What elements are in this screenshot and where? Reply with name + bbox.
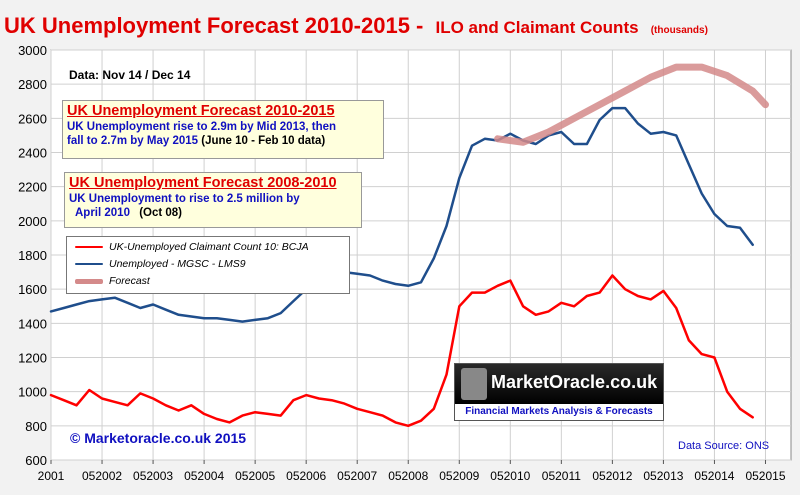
logo-tagline: Financial Markets Analysis & Forecasts — [465, 406, 653, 417]
copyright-text: © Marketoracle.co.uk 2015 — [70, 430, 246, 446]
y-tick-label: 1000 — [18, 385, 47, 400]
series-line-forecast — [494, 63, 769, 146]
y-tick-label: 1400 — [18, 316, 47, 331]
annotation-2015-line2-blue: fall to 2.7m by May 2015 — [67, 135, 199, 147]
legend-swatch-forecast — [75, 278, 103, 284]
y-tick-label: 3000 — [18, 43, 47, 58]
data-source-text: Data Source: ONS — [678, 440, 769, 452]
x-tick-label: 052015 — [745, 469, 785, 483]
legend-swatch-claimant — [75, 246, 103, 248]
y-tick-label: 2000 — [18, 214, 47, 229]
series-line-unemployed-mgsc-lms9 — [49, 106, 754, 323]
x-tick-label: 052005 — [235, 469, 275, 483]
annotation-2015-line1: UK Unemployment rise to 2.9m by Mid 2013… — [67, 121, 337, 133]
legend-item-claimant: UK-Unemployed Claimant Count 10: BCJA — [75, 241, 309, 253]
y-tick-label: 600 — [25, 453, 47, 468]
x-tick-label: 052012 — [592, 469, 632, 483]
annotation-2010-line2: April 2010 (Oct 08) — [69, 206, 357, 220]
annotation-2010-line2-blue: April 2010 — [75, 207, 130, 219]
y-tick-label: 1200 — [18, 351, 47, 366]
annotation-forecast-2010-2015: UK Unemployment Forecast 2010-2015 UK Un… — [62, 100, 384, 159]
x-tick-label: 052011 — [542, 469, 581, 483]
annotation-2010-line2-black: (Oct 08) — [139, 207, 183, 219]
data-note: Data: Nov 14 / Dec 14 — [69, 68, 191, 82]
x-tick-label: 052014 — [694, 469, 734, 483]
x-tick-label: 052006 — [286, 469, 326, 483]
title-main-text: UK Unemployment Forecast 2010-2015 - — [4, 13, 423, 38]
x-tick-label: 052009 — [439, 469, 479, 483]
x-tick-label: 052004 — [184, 469, 224, 483]
series-layer — [49, 63, 769, 428]
legend-label-forecast: Forecast — [109, 275, 150, 287]
legend-item-forecast: Forecast — [75, 275, 150, 287]
legend-item-ilo: Unemployed - MGSC - LMS9 — [75, 258, 246, 270]
y-tick-label: 1800 — [18, 248, 47, 263]
y-tick-label: 2400 — [18, 146, 47, 161]
title-main: UK Unemployment Forecast 2010-2015 - ILO… — [4, 13, 708, 38]
y-axis: 600 800 1000 1200 1400 1600 1800 2000 2200 2400 26… — [18, 43, 47, 468]
annotation-2010-line1: UK Unemployment to rise to 2.5 million b… — [69, 193, 300, 205]
x-axis: 2001 052002 052003 052004 052005 052006 052007… — [38, 460, 786, 483]
annotation-2015-title: UK Unemployment Forecast 2010-2015 — [67, 103, 335, 119]
annotation-2015-line2-black: (June 10 - Feb 10 data) — [201, 135, 326, 147]
annotation-forecast-2008-2010: UK Unemployment Forecast 2008-2010 UK Un… — [64, 172, 362, 228]
title-units-text: (thousands) — [651, 25, 708, 36]
x-tick-label: 2001 — [38, 469, 65, 483]
legend-swatch-ilo — [75, 263, 103, 265]
x-tick-label: 052003 — [133, 469, 173, 483]
legend: UK-Unemployed Claimant Count 10: BCJA Un… — [66, 236, 350, 294]
title-sub-text: ILO and Claimant Counts — [436, 18, 639, 37]
x-tick-label: 052013 — [643, 469, 683, 483]
series-line-uk-unemployed-claimant-count-10-bcja — [49, 274, 754, 428]
y-tick-label: 2600 — [18, 111, 47, 126]
oracle-figure-icon — [461, 368, 487, 400]
legend-label-claimant: UK-Unemployed Claimant Count 10: BCJA — [109, 241, 309, 253]
marketoracle-logo: MarketOracle.co.uk Financial Markets Ana… — [454, 363, 664, 421]
x-tick-label: 052010 — [490, 469, 530, 483]
annotation-2010-title: UK Unemployment Forecast 2008-2010 — [69, 175, 337, 191]
y-tick-label: 2800 — [18, 77, 47, 92]
logo-banner: MarketOracle.co.uk — [455, 364, 663, 404]
y-tick-label: 2200 — [18, 180, 47, 195]
annotation-2015-line2: fall to 2.7m by May 2015 (June 10 - Feb … — [67, 134, 379, 148]
x-tick-label: 052002 — [82, 469, 122, 483]
x-tick-label: 052007 — [337, 469, 377, 483]
legend-label-ilo: Unemployed - MGSC - LMS9 — [109, 258, 246, 270]
y-tick-label: 800 — [25, 419, 47, 434]
y-tick-label: 1600 — [18, 282, 47, 297]
logo-name: MarketOracle.co.uk — [491, 372, 658, 392]
x-tick-label: 052008 — [388, 469, 428, 483]
